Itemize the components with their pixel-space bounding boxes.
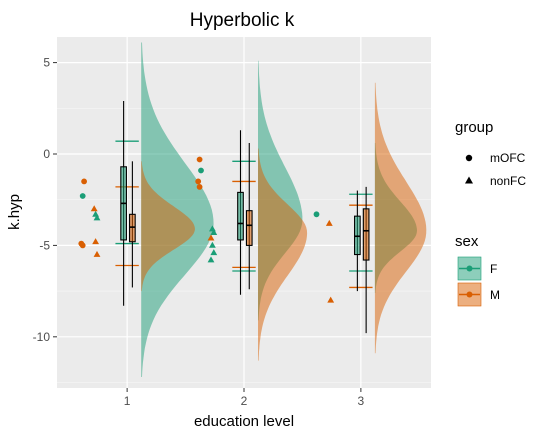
legend-m-key-point bbox=[466, 291, 473, 298]
legend-nonfc-key-icon bbox=[465, 176, 473, 184]
point-mofc bbox=[313, 211, 320, 218]
point-mofc bbox=[79, 193, 86, 199]
point-mofc bbox=[195, 178, 202, 185]
legend-m-label: M bbox=[490, 288, 500, 302]
legend-group-title: group bbox=[455, 119, 493, 136]
x-tick-label: 3 bbox=[358, 394, 365, 408]
density-2-M bbox=[258, 148, 308, 361]
y-tick-label: 0 bbox=[43, 147, 50, 161]
box-1-M bbox=[129, 213, 136, 243]
point-nonfc bbox=[209, 241, 216, 248]
legend-nonfc-label: nonFC bbox=[490, 174, 526, 188]
y-tick-label: 5 bbox=[43, 56, 50, 70]
point-nonfc bbox=[92, 238, 99, 245]
legend-mofc-label: mOFC bbox=[490, 151, 526, 165]
box-2-F bbox=[237, 191, 244, 241]
legend-f-key-point bbox=[466, 265, 473, 272]
legend-sex-title: sex bbox=[455, 233, 479, 250]
point-nonfc bbox=[93, 214, 101, 221]
points bbox=[78, 156, 335, 303]
chart-title: Hyperbolic k bbox=[190, 10, 295, 31]
point-nonfc bbox=[325, 219, 333, 226]
density-3-M bbox=[374, 82, 427, 354]
legend-sex: sex F M bbox=[455, 233, 500, 307]
point-mofc bbox=[198, 167, 204, 174]
box-2-M bbox=[245, 210, 253, 246]
y-axis-title: k.hyp bbox=[6, 194, 23, 230]
y-tick-label: -10 bbox=[33, 330, 51, 344]
x-tick-label: 1 bbox=[124, 394, 131, 408]
y-tick-label: -5 bbox=[39, 238, 50, 252]
legend-f-label: F bbox=[490, 262, 497, 276]
box-3-F bbox=[354, 215, 361, 256]
x-axis-title: education level bbox=[194, 413, 294, 430]
legend-group: group mOFC nonFC bbox=[455, 119, 526, 188]
axis-ticks: 5 0 -5 -10 1 2 3 bbox=[33, 56, 365, 408]
point-mofc bbox=[196, 156, 203, 163]
point-nonfc bbox=[210, 229, 218, 235]
grid-lines bbox=[57, 37, 431, 388]
box-3-M bbox=[362, 208, 370, 261]
point-nonfc bbox=[207, 256, 215, 263]
point-nonfc bbox=[210, 249, 218, 256]
density-1-M bbox=[141, 161, 195, 292]
point-mofc bbox=[79, 242, 86, 249]
point-nonfc bbox=[93, 250, 101, 257]
point-nonfc bbox=[327, 296, 335, 303]
point-nonfc bbox=[90, 205, 98, 212]
legend-mofc-key-icon bbox=[465, 154, 473, 162]
boxplots bbox=[120, 100, 370, 334]
densities bbox=[141, 42, 427, 377]
error-bars bbox=[115, 140, 373, 289]
point-mofc bbox=[81, 178, 87, 185]
point-mofc bbox=[196, 184, 203, 190]
point-nonfc bbox=[207, 234, 215, 241]
x-tick-label: 2 bbox=[241, 394, 248, 408]
